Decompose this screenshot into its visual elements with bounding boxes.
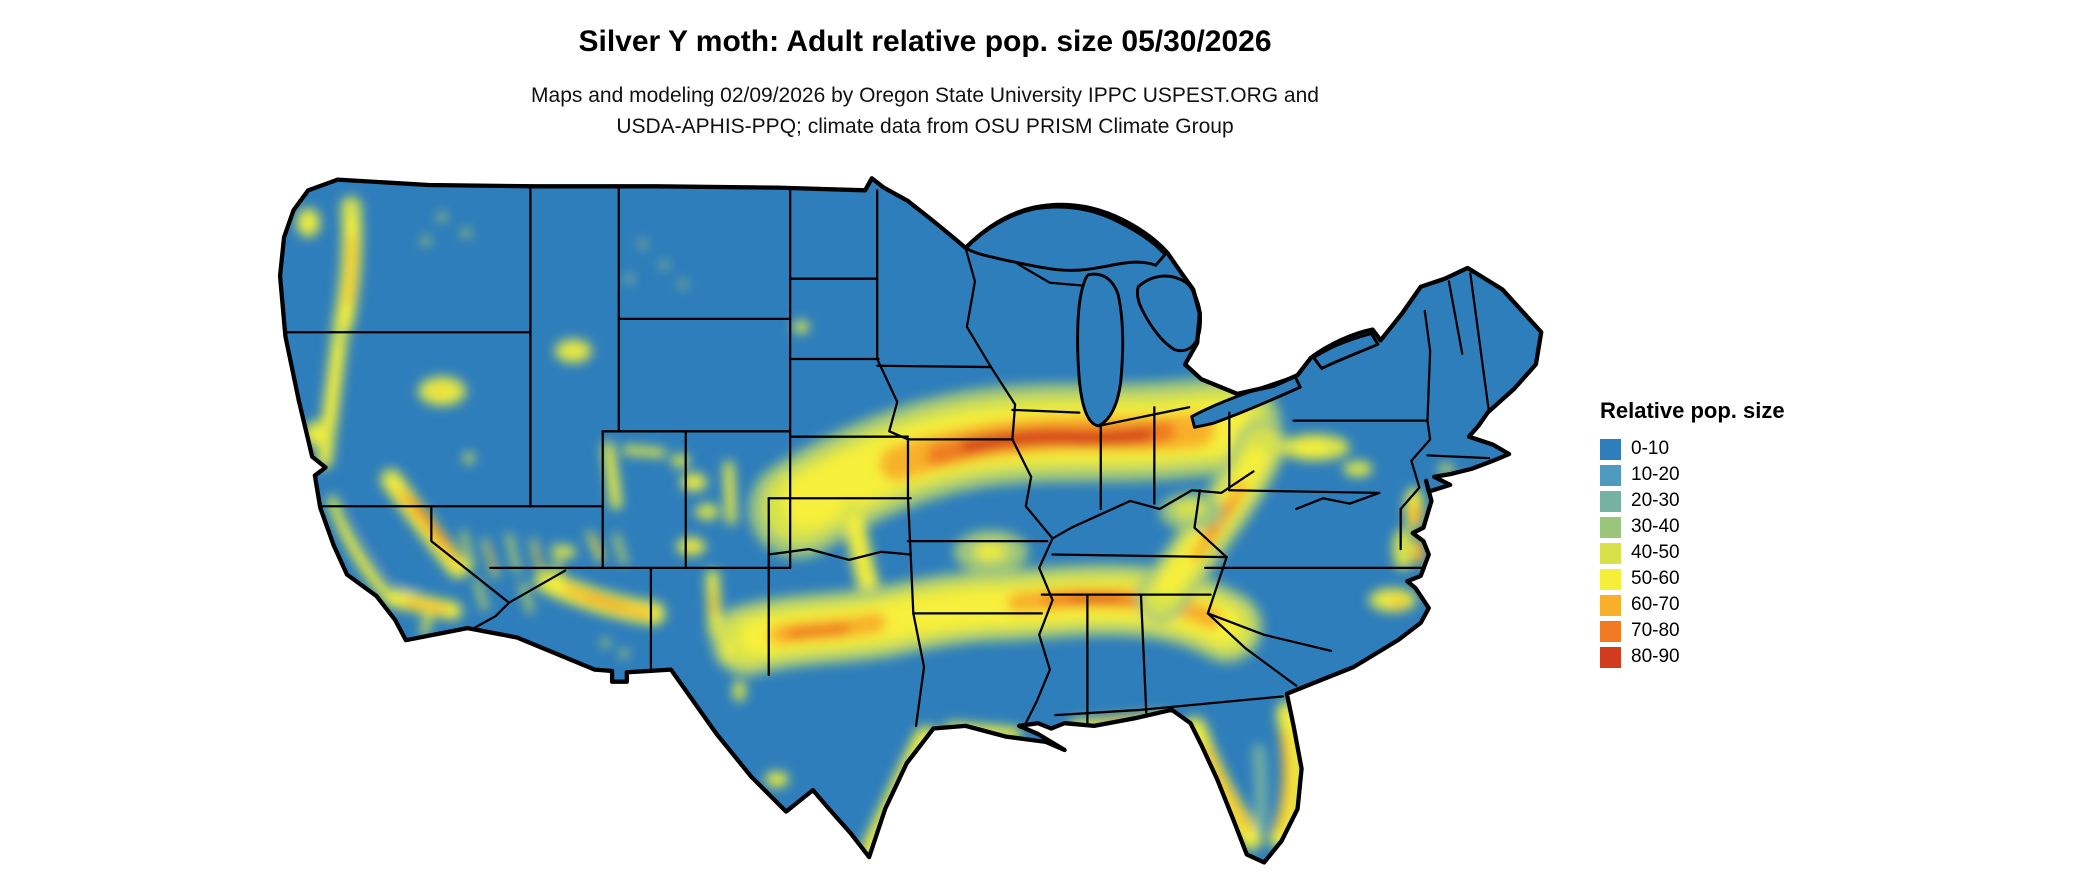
legend-swatch bbox=[1600, 568, 1621, 590]
map-subtitle-line2: USDA-APHIS-PPQ; climate data from OSU PR… bbox=[616, 115, 1234, 138]
lake-erie bbox=[1190, 374, 1302, 429]
us-map-svg bbox=[268, 150, 1560, 880]
legend-item: 60-70 bbox=[1600, 592, 1785, 618]
legend-item: 50-60 bbox=[1600, 566, 1785, 592]
legend-item: 70-80 bbox=[1600, 618, 1785, 644]
legend-swatch bbox=[1600, 594, 1621, 616]
legend-swatch bbox=[1600, 464, 1621, 486]
map-legend: Relative pop. size 0-10 10-20 20-30 30-4… bbox=[1600, 398, 1785, 670]
legend-swatch bbox=[1600, 438, 1621, 460]
legend-label: 10-20 bbox=[1631, 464, 1680, 485]
state-borders bbox=[280, 186, 1491, 728]
legend-swatch bbox=[1600, 516, 1621, 538]
legend-label: 0-10 bbox=[1631, 438, 1670, 459]
legend-label: 30-40 bbox=[1631, 516, 1680, 537]
us-map bbox=[268, 150, 1560, 880]
legend-label: 60-70 bbox=[1631, 594, 1680, 615]
legend-label: 50-60 bbox=[1631, 568, 1680, 589]
map-title: Silver Y moth: Adult relative pop. size … bbox=[578, 25, 1272, 58]
legend-label: 20-30 bbox=[1631, 490, 1680, 511]
legend-item: 0-10 bbox=[1600, 436, 1785, 462]
legend-item: 20-30 bbox=[1600, 488, 1785, 514]
lake-huron bbox=[1135, 274, 1202, 353]
legend-item: 40-50 bbox=[1600, 540, 1785, 566]
legend-swatch bbox=[1600, 490, 1621, 512]
great-lakes bbox=[964, 205, 1380, 429]
lake-michigan bbox=[1076, 272, 1125, 428]
legend-label: 80-90 bbox=[1631, 646, 1680, 667]
legend-item: 10-20 bbox=[1600, 462, 1785, 488]
legend-swatch bbox=[1600, 646, 1621, 668]
legend-title: Relative pop. size bbox=[1600, 398, 1785, 423]
legend-swatch bbox=[1600, 620, 1621, 642]
heatmap-layer bbox=[296, 196, 1455, 863]
legend-label: 70-80 bbox=[1631, 620, 1680, 641]
legend-item: 30-40 bbox=[1600, 514, 1785, 540]
lake-ontario bbox=[1312, 332, 1380, 370]
legend-label: 40-50 bbox=[1631, 542, 1680, 563]
legend-item: 80-90 bbox=[1600, 644, 1785, 670]
header: Silver Y moth: Adult relative pop. size … bbox=[0, 24, 1850, 142]
map-subtitle-line1: Maps and modeling 02/09/2026 by Oregon S… bbox=[531, 84, 1319, 107]
legend-swatch bbox=[1600, 542, 1621, 564]
